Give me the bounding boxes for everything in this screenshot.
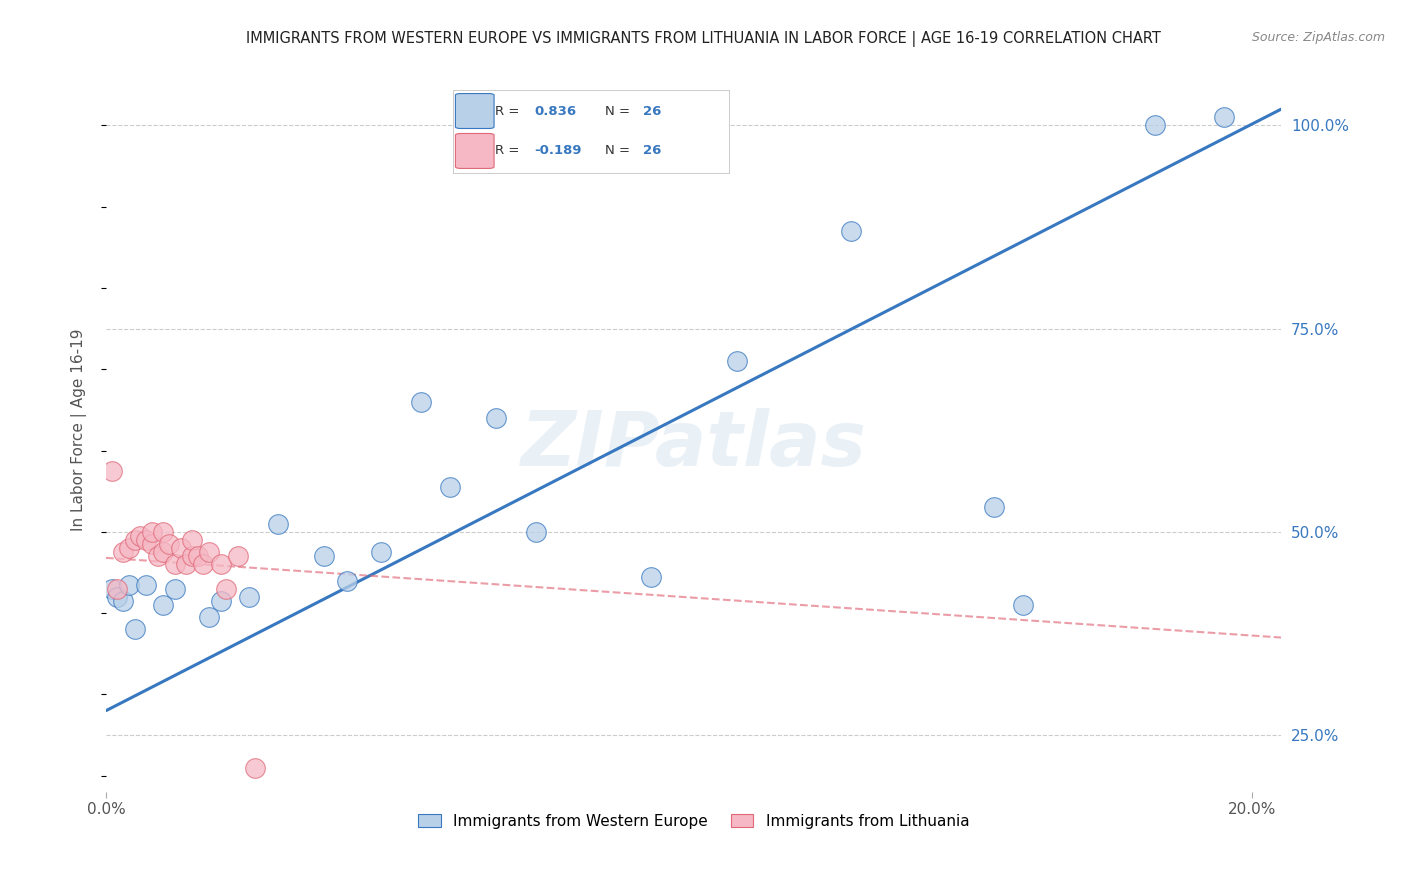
Point — [439, 480, 461, 494]
Point — [411, 394, 433, 409]
Point — [725, 354, 748, 368]
Point — [983, 500, 1005, 515]
Point — [485, 411, 508, 425]
Point — [163, 558, 186, 572]
Point — [226, 549, 249, 564]
Point — [141, 524, 163, 539]
Point — [193, 558, 215, 572]
Point — [174, 558, 197, 572]
Point — [198, 610, 221, 624]
Point — [146, 549, 169, 564]
Point — [135, 577, 157, 591]
Point — [124, 623, 146, 637]
Point — [243, 761, 266, 775]
Point — [152, 598, 174, 612]
Point — [267, 516, 290, 531]
Point — [141, 537, 163, 551]
Point — [163, 582, 186, 596]
Point — [124, 533, 146, 547]
Point — [238, 590, 260, 604]
Point — [181, 549, 204, 564]
Point — [112, 594, 135, 608]
Point — [336, 574, 359, 588]
Point — [370, 545, 392, 559]
Point — [215, 582, 238, 596]
Text: ZIPatlas: ZIPatlas — [520, 408, 866, 482]
Point — [839, 224, 862, 238]
Point — [118, 577, 141, 591]
Text: Source: ZipAtlas.com: Source: ZipAtlas.com — [1251, 31, 1385, 45]
Point — [157, 537, 180, 551]
Point — [209, 558, 232, 572]
Point — [640, 569, 662, 583]
Point — [112, 545, 135, 559]
Point — [181, 533, 204, 547]
Point — [107, 590, 129, 604]
Point — [1143, 119, 1166, 133]
Point — [209, 594, 232, 608]
Text: IMMIGRANTS FROM WESTERN EUROPE VS IMMIGRANTS FROM LITHUANIA IN LABOR FORCE | AGE: IMMIGRANTS FROM WESTERN EUROPE VS IMMIGR… — [246, 31, 1160, 47]
Point — [1212, 110, 1234, 124]
Point — [198, 545, 221, 559]
Point — [152, 524, 174, 539]
Legend: Immigrants from Western Europe, Immigrants from Lithuania: Immigrants from Western Europe, Immigran… — [412, 807, 976, 835]
Point — [187, 549, 209, 564]
Point — [256, 825, 278, 839]
Point — [100, 464, 122, 478]
Point — [169, 541, 191, 555]
Y-axis label: In Labor Force | Age 16-19: In Labor Force | Age 16-19 — [72, 329, 87, 532]
Point — [118, 541, 141, 555]
Point — [100, 582, 122, 596]
Point — [107, 582, 129, 596]
Point — [135, 533, 157, 547]
Point — [1012, 598, 1035, 612]
Point — [129, 529, 152, 543]
Point — [524, 524, 547, 539]
Point — [312, 549, 335, 564]
Point — [152, 545, 174, 559]
